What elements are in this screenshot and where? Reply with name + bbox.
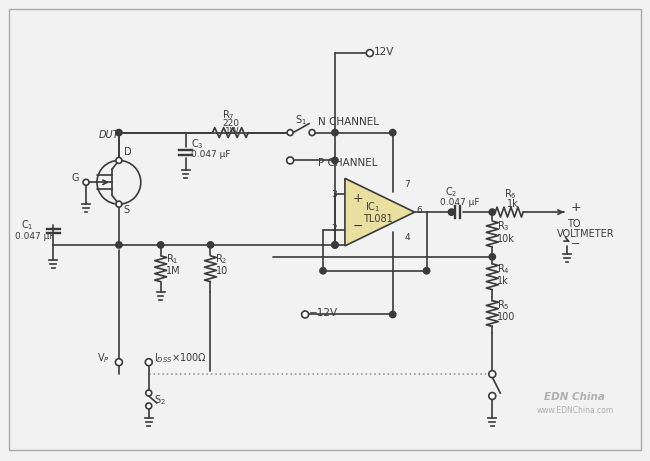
- Circle shape: [332, 130, 338, 136]
- Text: D: D: [124, 148, 131, 158]
- Text: −12V: −12V: [309, 308, 338, 319]
- Text: 10k: 10k: [497, 234, 515, 244]
- Text: R$_7$: R$_7$: [222, 108, 235, 122]
- Circle shape: [489, 371, 496, 378]
- Circle shape: [389, 130, 396, 136]
- Text: 0.047 μF: 0.047 μF: [16, 232, 55, 242]
- Text: 100: 100: [497, 313, 515, 323]
- Circle shape: [309, 130, 315, 136]
- Circle shape: [489, 392, 496, 400]
- Text: G: G: [71, 173, 79, 183]
- Text: 1k: 1k: [507, 199, 519, 209]
- Text: +: +: [353, 192, 363, 205]
- Text: DUT: DUT: [99, 130, 120, 140]
- Circle shape: [389, 311, 396, 318]
- Circle shape: [207, 242, 214, 248]
- Text: R$_4$: R$_4$: [497, 262, 510, 276]
- Text: C$_3$: C$_3$: [190, 138, 203, 151]
- Circle shape: [146, 403, 151, 409]
- Circle shape: [332, 242, 338, 248]
- Text: +: +: [571, 201, 582, 213]
- Circle shape: [332, 157, 338, 164]
- Text: IC$_1$: IC$_1$: [365, 200, 380, 214]
- Text: 3: 3: [332, 190, 337, 199]
- Text: www.EDNChina.com: www.EDNChina.com: [537, 407, 614, 415]
- Text: S$_1$: S$_1$: [295, 113, 307, 127]
- Text: −: −: [571, 239, 580, 249]
- Circle shape: [448, 209, 454, 215]
- Text: C$_2$: C$_2$: [445, 185, 458, 199]
- Text: R$_1$: R$_1$: [166, 252, 178, 266]
- Circle shape: [423, 267, 430, 274]
- Circle shape: [157, 242, 164, 248]
- Text: R$_6$: R$_6$: [504, 187, 517, 201]
- Circle shape: [302, 311, 309, 318]
- Text: 4: 4: [405, 233, 410, 242]
- Text: 2: 2: [332, 224, 337, 232]
- Circle shape: [116, 201, 122, 207]
- Circle shape: [145, 359, 152, 366]
- Text: 0.047 μF: 0.047 μF: [439, 198, 479, 207]
- Polygon shape: [345, 178, 415, 246]
- Text: R$_2$: R$_2$: [215, 252, 228, 266]
- Text: P CHANNEL: P CHANNEL: [318, 159, 378, 168]
- Text: −: −: [353, 219, 363, 232]
- Text: S$_2$: S$_2$: [154, 393, 166, 407]
- Circle shape: [116, 158, 122, 163]
- Circle shape: [320, 267, 326, 274]
- Text: 7: 7: [405, 180, 410, 189]
- Text: 1M: 1M: [166, 266, 180, 276]
- Circle shape: [287, 157, 294, 164]
- Circle shape: [83, 179, 89, 185]
- Text: N CHANNEL: N CHANNEL: [318, 117, 379, 127]
- Circle shape: [116, 359, 122, 366]
- Text: TL081: TL081: [363, 214, 393, 224]
- Circle shape: [287, 130, 293, 136]
- Circle shape: [489, 209, 495, 215]
- Circle shape: [332, 242, 338, 248]
- Text: R$_5$: R$_5$: [497, 299, 510, 313]
- Text: 12V: 12V: [374, 47, 394, 57]
- Text: 0.047 μF: 0.047 μF: [190, 150, 230, 159]
- Text: VOLTMETER: VOLTMETER: [557, 229, 615, 239]
- Text: 220: 220: [222, 119, 239, 128]
- Text: 1k: 1k: [497, 276, 509, 286]
- Text: R$_3$: R$_3$: [497, 219, 510, 233]
- Circle shape: [146, 390, 151, 396]
- Circle shape: [116, 242, 122, 248]
- Text: C$_1$: C$_1$: [21, 218, 34, 232]
- Text: 6: 6: [417, 206, 423, 215]
- Text: TO: TO: [567, 219, 580, 229]
- Circle shape: [367, 50, 373, 57]
- Text: 10: 10: [215, 266, 227, 276]
- Text: 1W: 1W: [226, 127, 240, 136]
- Circle shape: [116, 130, 122, 136]
- Text: V$_P$: V$_P$: [97, 351, 110, 365]
- Text: EDN China: EDN China: [544, 392, 605, 402]
- Text: S: S: [124, 205, 130, 215]
- Text: I$_{DSS}$×100Ω: I$_{DSS}$×100Ω: [154, 351, 207, 365]
- Circle shape: [489, 254, 495, 260]
